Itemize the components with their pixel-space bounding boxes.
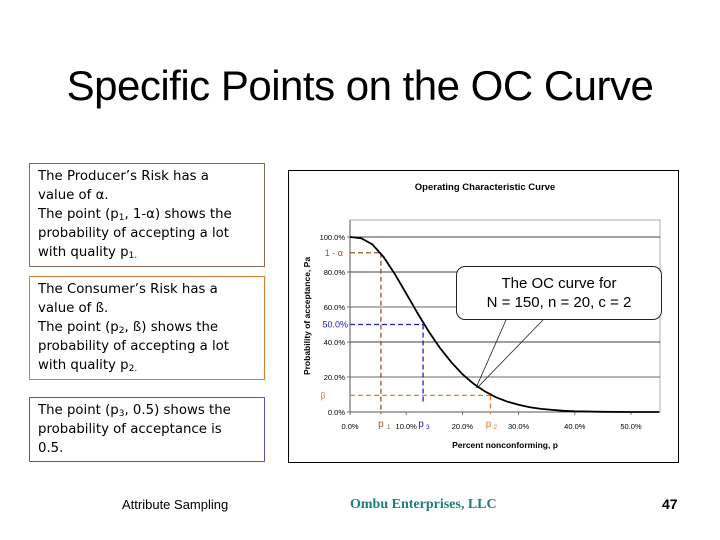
producer-risk-line4: probability of accepting a lot — [38, 226, 230, 241]
indifference-line1: The point (p3, 0.5) shows the — [38, 403, 231, 419]
consumer-risk-line1: The Consumer’s Risk has a — [38, 282, 218, 297]
callout-line1: The OC curve for — [501, 275, 617, 292]
page-number: 47 — [662, 496, 678, 512]
slide-title: Specific Points on the OC Curve — [66, 62, 654, 109]
producer-risk-line5: with quality p1. — [38, 245, 138, 261]
callout-line2: N = 150, n = 20, c = 2 — [486, 294, 632, 311]
indifference-point-box: The point (p3, 0.5) shows the probabilit… — [29, 397, 265, 462]
consumer-risk-line5: with quality p2. — [38, 358, 138, 374]
indifference-line3: 0.5. — [38, 441, 64, 456]
footer-company: Ombu Enterprises, LLC — [350, 497, 497, 512]
consumer-risk-line3: The point (p2, ß) shows the — [38, 320, 219, 336]
consumer-risk-line2: value of ß. — [38, 301, 109, 316]
producer-risk-box: The Producer’s Risk has a value of α. Th… — [29, 163, 265, 267]
producer-risk-line2: value of α. — [38, 188, 109, 203]
consumer-risk-line4: probability of accepting a lot — [38, 339, 230, 354]
producer-risk-line1: The Producer’s Risk has a — [38, 169, 209, 184]
footer-topic: Attribute Sampling — [122, 497, 229, 512]
consumer-risk-box: The Consumer’s Risk has a value of ß. Th… — [29, 276, 265, 380]
oc-curve-callout: The OC curve for N = 150, n = 20, c = 2 — [456, 266, 662, 320]
producer-risk-line3: The point (p1, 1-α) shows the — [38, 207, 232, 223]
indifference-line2: probability of acceptance is — [38, 422, 222, 437]
